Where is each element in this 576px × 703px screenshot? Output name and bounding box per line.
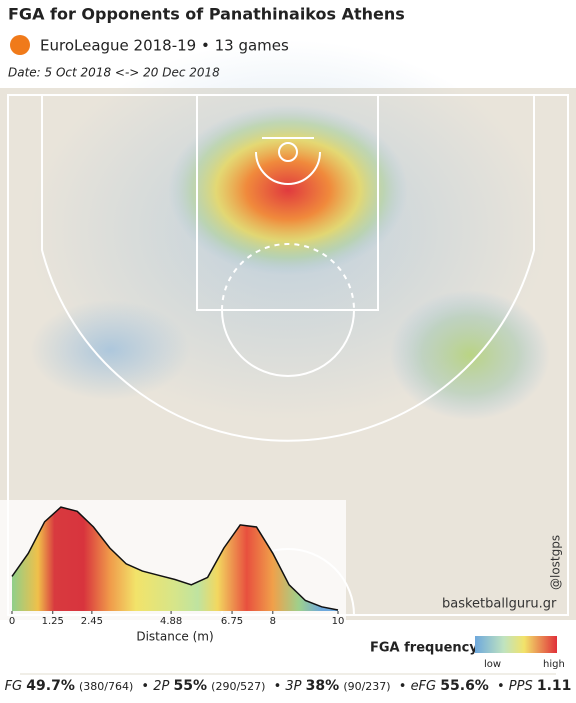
density-line — [11, 506, 339, 611]
stat-label: eFG — [410, 679, 437, 694]
stat-value: 1.11 — [536, 678, 572, 694]
x-axis-label: Distance (m) — [136, 630, 213, 644]
stat-label: FG — [4, 679, 23, 694]
density-area — [12, 507, 338, 611]
stat-detail: (290/527) — [211, 680, 266, 693]
x-tick-label: 2.45 — [81, 616, 103, 627]
stat-label: 2P — [153, 679, 170, 694]
stat: • eFG 55.6% — [398, 678, 489, 694]
x-tick-label: 1.25 — [42, 616, 64, 627]
stat: • PPS 1.11 — [496, 678, 572, 694]
title: FGA for Opponents of Panathinaikos Athen… — [8, 5, 405, 24]
stat-label: PPS — [508, 679, 533, 694]
logo — [10, 35, 30, 55]
stat-value: 49.7% — [26, 678, 75, 694]
x-tick-label: 8 — [270, 616, 276, 627]
x-tick-label: 4.88 — [160, 616, 182, 627]
stat: FG 49.7% (380/764) — [4, 678, 134, 694]
x-tick-label: 6.75 — [221, 616, 243, 627]
stats-bar: FG 49.7% (380/764) • 2P 55% (290/527) • … — [0, 678, 576, 694]
legend-high: high — [543, 659, 565, 670]
legend-low: low — [484, 659, 501, 670]
stat-value: 55.6% — [440, 678, 489, 694]
legend-colorbar — [475, 636, 557, 653]
stat-label: 3P — [285, 679, 302, 694]
stat-detail: (90/237) — [343, 680, 391, 693]
density-chart: 0 1.25 2.45 4.88 6.75 8 10 Distance (m) — [9, 506, 345, 644]
x-tick-label: 10 — [332, 616, 345, 627]
legend-title: FGA frequency — [370, 641, 478, 656]
stat-value: 55% — [173, 678, 208, 694]
stat: • 3P 38% (90/237) — [273, 678, 391, 694]
stat: • 2P 55% (290/527) — [141, 678, 266, 694]
watermark: basketballguru.gr — [442, 597, 557, 612]
stat-value: 38% — [305, 678, 340, 694]
x-tick-label: 0 — [9, 616, 15, 627]
handle: @lostgps — [549, 535, 563, 590]
stat-detail: (380/764) — [79, 680, 134, 693]
